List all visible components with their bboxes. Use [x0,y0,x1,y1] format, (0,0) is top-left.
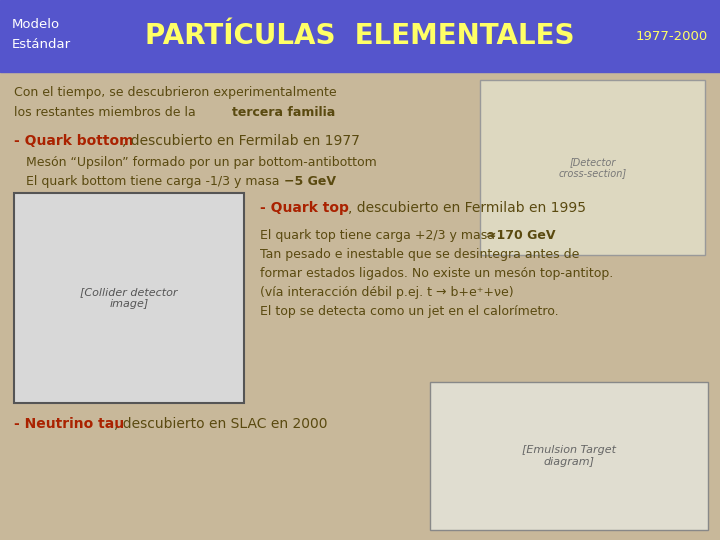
Text: [Detector
cross-section]: [Detector cross-section] [559,157,626,178]
Text: (vía interacción débil p.ej. t → b+e⁺+νe): (vía interacción débil p.ej. t → b+e⁺+νe… [260,286,513,299]
Text: PARTÍCULAS  ELEMENTALES: PARTÍCULAS ELEMENTALES [145,22,575,50]
Text: - Quark top: - Quark top [260,201,349,215]
Bar [430,382,708,530]
Text: , descubierto en SLAC en 2000: , descubierto en SLAC en 2000 [114,417,328,431]
Text: El top se detecta como un jet en el calorímetro.: El top se detecta como un jet en el calo… [260,305,559,318]
Text: - Neutrino tau: - Neutrino tau [14,417,124,431]
Bar [480,80,705,255]
Text: ≈170 GeV: ≈170 GeV [486,229,556,242]
Text: Estándar: Estándar [12,38,71,51]
Text: , descubierto en Fermilab en 1977: , descubierto en Fermilab en 1977 [122,134,360,148]
Text: Modelo: Modelo [12,18,60,31]
Text: Con el tiempo, se descubrieron experimentalmente: Con el tiempo, se descubrieron experimen… [14,86,337,99]
Text: Mesón “Upsilon” formado por un par bottom-antibottom: Mesón “Upsilon” formado por un par botto… [14,156,377,169]
Text: El quark bottom tiene carga -1/3 y masa: El quark bottom tiene carga -1/3 y masa [14,175,284,188]
Text: 1977-2000: 1977-2000 [636,30,708,43]
Text: , descubierto en Fermilab en 1995: , descubierto en Fermilab en 1995 [348,201,586,215]
Bar [14,193,244,403]
Bar [0,0,720,72]
Text: formar estados ligados. No existe un mesón top-antitop.: formar estados ligados. No existe un mes… [260,267,613,280]
Text: los restantes miembros de la: los restantes miembros de la [14,106,199,119]
Text: El quark top tiene carga +2/3 y masa: El quark top tiene carga +2/3 y masa [260,229,499,242]
Text: [Emulsion Target
diagram]: [Emulsion Target diagram] [522,445,616,467]
Text: - Quark bottom: - Quark bottom [14,134,133,148]
Text: [Collider detector
image]: [Collider detector image] [80,287,178,309]
Text: tercera familia: tercera familia [232,106,336,119]
Text: −5 GeV: −5 GeV [284,175,336,188]
Text: Tan pesado e inestable que se desintegra antes de: Tan pesado e inestable que se desintegra… [260,248,580,261]
